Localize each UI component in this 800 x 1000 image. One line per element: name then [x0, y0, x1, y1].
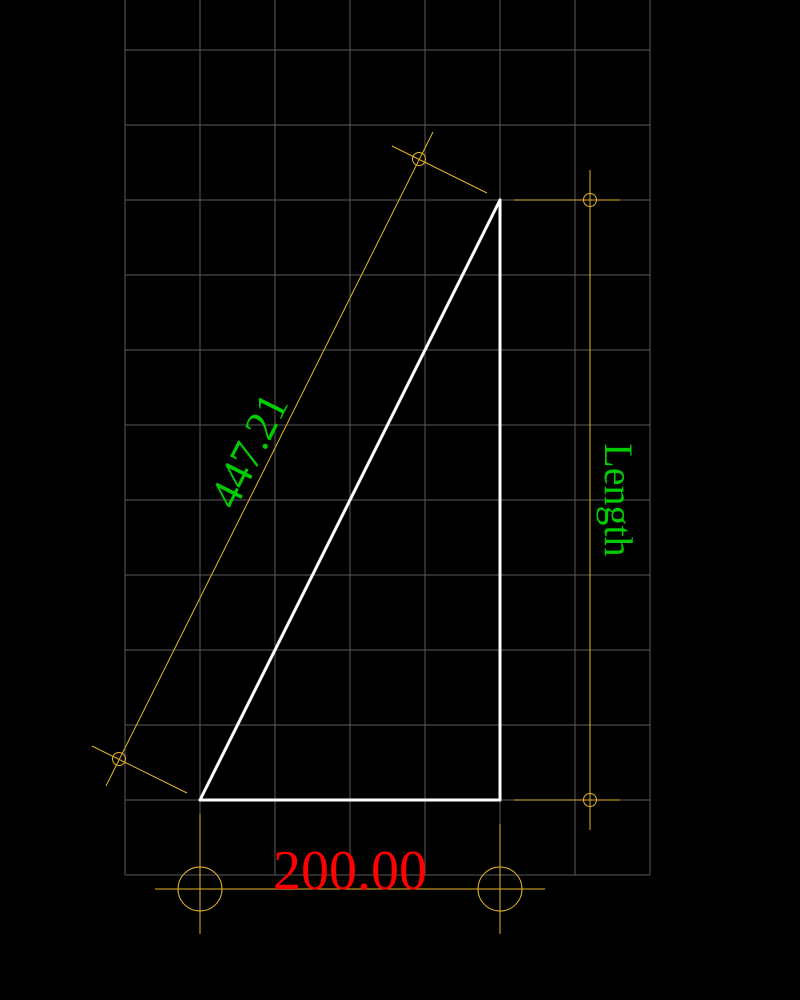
height-dimension-node-top: [583, 193, 597, 207]
base-dimension-node-right: [477, 866, 523, 912]
height-dimension-text: Length: [596, 443, 641, 556]
base-dimension-node-left: [177, 866, 223, 912]
right-triangle: [198, 198, 502, 802]
hypotenuse-dimension-node-top: [412, 152, 426, 166]
base-dimension-text: 200.00: [273, 840, 427, 902]
height-dimension-node-bottom: [583, 793, 597, 807]
background-grid: [124, 0, 651, 876]
hypotenuse-dimension: [91, 131, 488, 794]
hypotenuse-extension-line-top: [391, 145, 488, 194]
height-dimension: [514, 170, 620, 830]
hypotenuse-extension-line-bottom: [91, 745, 188, 794]
hypotenuse-dimension-line: [105, 131, 434, 787]
base-dimension: [155, 814, 545, 934]
hypotenuse-dimension-text: 447.21: [200, 385, 298, 515]
triangle-hypotenuse: [198, 198, 502, 802]
hypotenuse-dimension-node-bottom: [112, 752, 126, 766]
